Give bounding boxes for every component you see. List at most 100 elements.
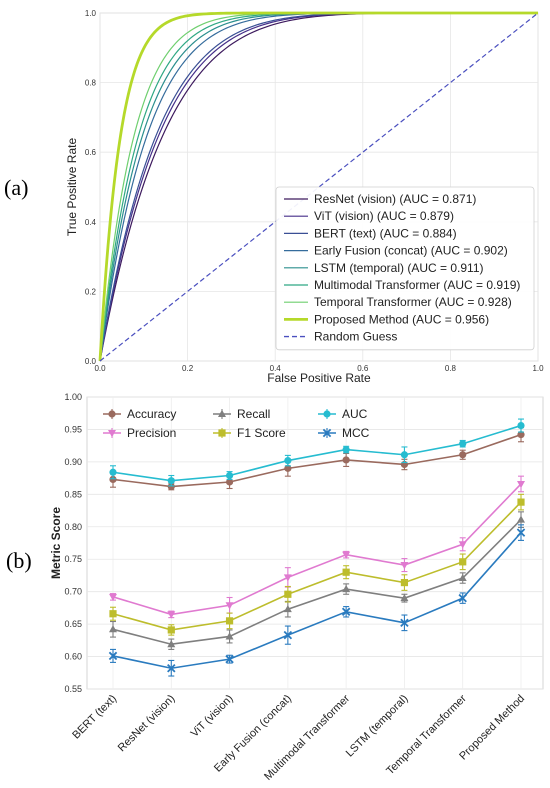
metrics-y-tick-label: 0.95: [64, 424, 82, 434]
metrics-series-line: [112, 501, 522, 631]
roc-x-tick-label: 0.8: [445, 364, 457, 373]
metrics-series-3: [109, 493, 525, 636]
metrics-x-tick-label: BERT (text): [70, 693, 119, 742]
metrics-legend-label: Recall: [237, 407, 270, 421]
metrics-point-marker: [167, 663, 176, 673]
roc-legend-label: ResNet (vision) (AUC = 0.871): [314, 192, 476, 206]
metrics-point-marker: [109, 468, 117, 476]
roc-y-tick-label: 0.2: [85, 287, 97, 296]
metrics-plot-area: [86, 396, 544, 690]
metrics-point-marker: [109, 610, 117, 618]
metrics-y-tick-label: 0.70: [64, 587, 82, 597]
metrics-point-marker: [225, 471, 234, 480]
roc-series-line-8: [99, 12, 539, 362]
roc-x-tick-label: 0.6: [357, 364, 369, 373]
roc-y-axis-title: True Positive Rate: [65, 138, 79, 237]
metrics-lines: [108, 418, 526, 677]
metrics-y-tick-label: 0.55: [64, 684, 82, 694]
metrics-point-marker: [283, 574, 292, 582]
metrics-legend-label: Accuracy: [127, 407, 176, 421]
metrics-point-marker: [167, 640, 176, 648]
metrics-point-marker: [517, 515, 525, 523]
metrics-y-tick-label: 1.00: [64, 392, 82, 402]
metrics-y-tick-label: 0.90: [64, 457, 82, 467]
roc-legend-label: ViT (vision) (AUC = 0.879): [314, 209, 454, 223]
metrics-point-marker: [400, 562, 409, 570]
metrics-legend-marker: [218, 409, 226, 417]
metrics-legend-marker: [108, 430, 116, 438]
roc-legend: ResNet (vision) (AUC = 0.871) ViT (vision…: [275, 186, 535, 351]
metrics-point-marker: [458, 593, 467, 603]
metrics-legend-label: AUC: [342, 407, 368, 421]
metrics-series-line: [112, 519, 522, 646]
metrics-legend-marker: [108, 410, 116, 418]
metrics-series-2: [109, 511, 525, 650]
metrics-point-marker: [459, 558, 467, 566]
metrics-legend-label: Precision: [127, 426, 176, 440]
metrics-y-tick-label: 0.60: [64, 652, 82, 662]
metrics-x-tick-label: LSTM (temporal): [344, 693, 411, 760]
roc-legend-label: Random Guess: [314, 330, 397, 344]
roc-x-tick-label: 0.4: [270, 364, 282, 373]
roc-y-tick-label: 0.6: [85, 148, 97, 157]
metrics-point-marker: [109, 475, 117, 484]
metrics-point-marker: [283, 604, 292, 613]
metrics-point-marker: [342, 445, 350, 454]
metrics-point-marker: [167, 611, 176, 619]
metrics-point-marker: [459, 451, 467, 459]
metrics-legend: Accuracy Precision Recall F1 Score AUC MCC: [103, 407, 370, 440]
metrics-series-5: [108, 524, 526, 677]
metrics-legend-marker: [323, 410, 331, 418]
metrics-point-marker: [108, 651, 118, 661]
roc-series-line-7: [98, 11, 538, 362]
metrics-point-marker: [109, 593, 117, 602]
metrics-series-1: [109, 475, 525, 619]
metrics-point-marker: [341, 607, 351, 617]
metrics-point-marker: [283, 630, 293, 640]
metrics-legend-label: F1 Score: [237, 426, 286, 440]
metrics-series-line: [112, 433, 522, 488]
metrics-point-marker: [458, 541, 467, 549]
metrics-y-tick-label: 0.75: [64, 554, 82, 564]
metrics-point-marker: [225, 632, 234, 640]
metrics-point-marker: [459, 440, 467, 448]
metrics-series-line: [112, 532, 522, 670]
roc-legend-label: LSTM (temporal) (AUC = 0.911): [314, 261, 484, 275]
metrics-point-marker: [517, 421, 525, 430]
metrics-point-marker: [167, 626, 175, 634]
metrics-point-marker: [225, 654, 234, 664]
metrics-point-marker: [342, 568, 350, 576]
metrics-point-marker: [516, 528, 526, 537]
roc-lines: [98, 11, 539, 362]
metrics-y-axis-title: Metric Score: [49, 507, 63, 579]
roc-y-tick-label: 0.0: [85, 357, 97, 366]
metrics-point-marker: [225, 617, 234, 625]
roc-legend-label: Proposed Method (AUC = 0.956): [314, 312, 489, 326]
metrics-point-marker: [400, 593, 409, 602]
metrics-legend-marker: [322, 428, 332, 438]
roc-legend-label: BERT (text) (AUC = 0.884): [314, 226, 457, 240]
metrics-x-tick-label: ResNet (vision): [116, 693, 178, 755]
roc-legend-label: Temporal Transformer (AUC = 0.928): [314, 295, 512, 309]
roc-y-tick-label: 1.0: [85, 9, 97, 18]
metrics-point-marker: [517, 498, 525, 506]
metrics-y-tick-label: 0.85: [64, 489, 82, 499]
metrics-series-4: [109, 418, 525, 487]
metrics-point-marker: [167, 477, 175, 485]
metrics-point-marker: [284, 456, 292, 465]
metrics-y-tick-label: 0.65: [64, 619, 82, 629]
panel-label-b: (b): [6, 548, 32, 573]
metrics-point-marker: [400, 451, 409, 459]
metrics-point-marker: [167, 482, 175, 491]
metrics-y-tick-label: 0.80: [64, 522, 82, 532]
roc-x-tick-label: 0.0: [94, 364, 106, 373]
metrics-chart: 0.55 0.60 0.65 0.70 0.75 0.80 0.85 0.90 0.95 1.00…: [49, 392, 544, 783]
roc-ticks: 0.00.0 0.2 0.2 0.4 0.4 0.6 0.6 0.8 0.8 1.0 1.0: [85, 9, 544, 373]
metrics-legend-label: MCC: [342, 426, 370, 440]
metrics-point-marker: [517, 480, 525, 489]
metrics-series-line: [112, 424, 522, 482]
metrics-point-marker: [400, 618, 409, 628]
metrics-point-marker: [517, 431, 525, 439]
